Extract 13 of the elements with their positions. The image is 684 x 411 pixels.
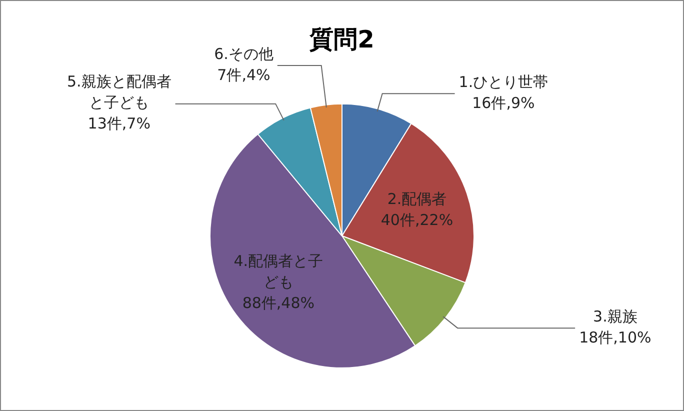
data-label: 16件,9% [472, 94, 535, 112]
slice-label: 3.親族 [593, 307, 638, 326]
data-label: 7件,4% [217, 66, 270, 84]
data-label: 88件,48% [242, 294, 315, 312]
data-label: 13件,7% [88, 114, 150, 133]
slice-label: 4.配偶者と子ども [234, 252, 324, 292]
slice-label: 1.ひとり世帯 [458, 73, 548, 92]
slice-label: 5.親族と配偶者と子ども [66, 72, 172, 112]
slice-label: 6.その他 [214, 44, 274, 63]
chart-title: 質問2 [308, 26, 374, 54]
data-label: 18件,10% [579, 328, 652, 346]
data-label: 40件,22% [380, 210, 454, 229]
slice-label: 2.配偶者 [387, 190, 447, 208]
